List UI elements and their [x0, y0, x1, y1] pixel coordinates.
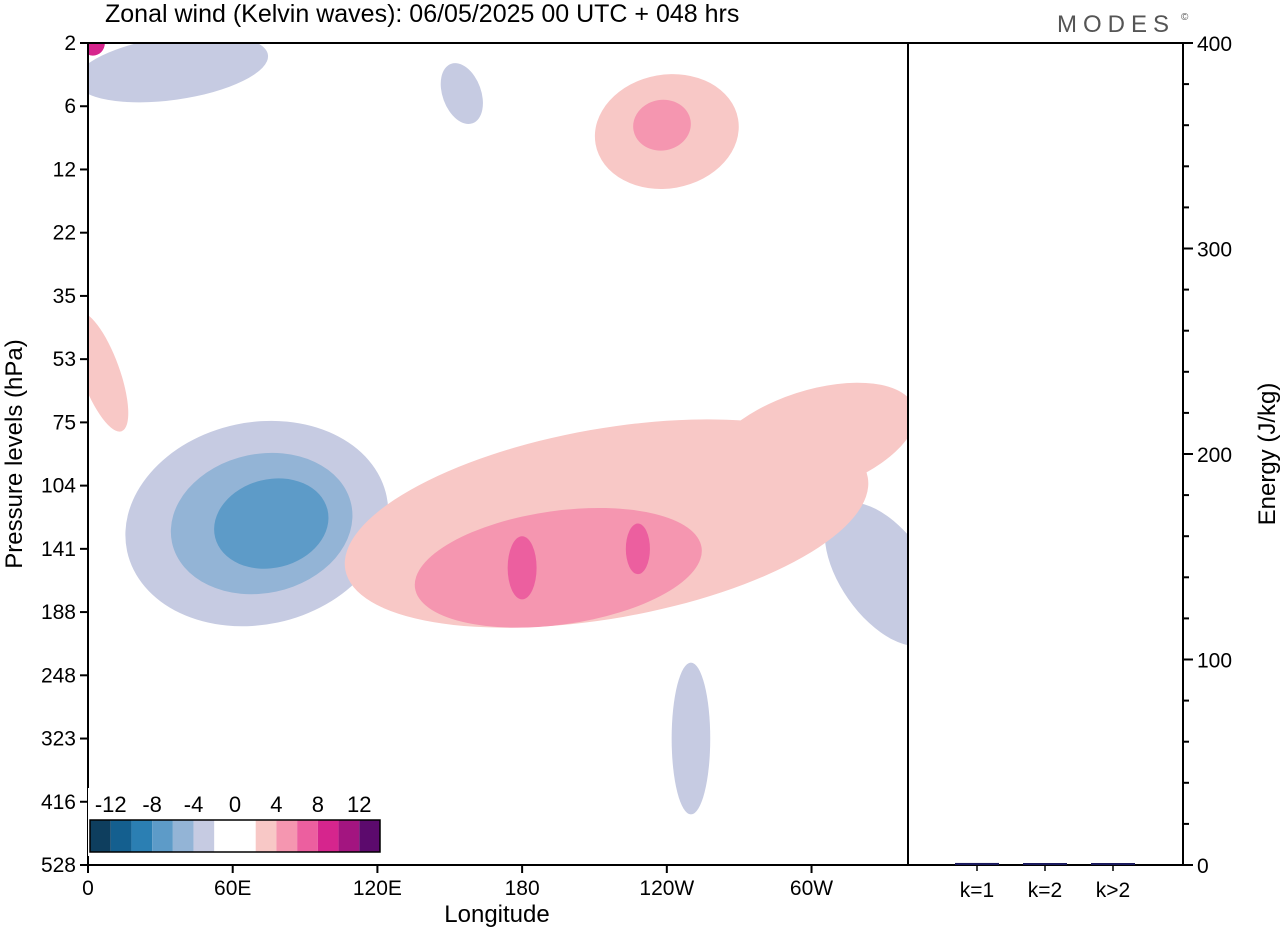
- contour-blob: [214, 478, 329, 569]
- energy-category-label: k=2: [1028, 879, 1062, 902]
- y-tick-label: 22: [53, 222, 76, 245]
- colorbar-label: 0: [229, 792, 241, 817]
- energy-bar: [1023, 863, 1067, 865]
- colorbar-swatch: [214, 820, 235, 852]
- energy-axis-label: Energy (J/kg): [1254, 383, 1280, 526]
- colorbar-label: -8: [142, 792, 162, 817]
- colorbar-swatch: [276, 820, 298, 852]
- y-tick-label: 323: [41, 728, 76, 751]
- colorbar-swatch: [359, 820, 380, 852]
- colorbar-swatch: [90, 820, 111, 852]
- energy-category-label: k=1: [960, 879, 994, 902]
- colorbar-frame: [89, 819, 381, 853]
- contour-blob: [625, 523, 650, 575]
- x-tick-label: 120E: [353, 877, 402, 900]
- colorbar-swatch: [131, 820, 153, 852]
- colorbar-label: -4: [184, 792, 204, 817]
- colorbar-swatch: [110, 820, 132, 852]
- colorbar-swatch: [317, 820, 339, 852]
- x-tick-label: 60W: [790, 877, 833, 900]
- contour-blob: [507, 536, 537, 600]
- colorbar-swatch: [152, 820, 173, 852]
- y-tick-label: 528: [41, 854, 76, 877]
- colorbar-label: 4: [270, 792, 282, 817]
- colorbar-swatch: [193, 820, 215, 852]
- colorbar-label: 8: [312, 792, 324, 817]
- y-tick-label: 141: [41, 538, 76, 561]
- colorbar-swatch: [172, 820, 194, 852]
- logo-mark: ©: [1181, 12, 1189, 23]
- energy-tick-label: 200: [1197, 444, 1232, 467]
- y-tick-label: 12: [53, 158, 76, 181]
- y-tick-label: 53: [53, 348, 76, 371]
- colorbar-label: -12: [95, 792, 127, 817]
- contour-blob: [88, 43, 269, 103]
- energy-bars: k=1 k=2 k>2: [955, 862, 1135, 902]
- energy-bar: [955, 862, 999, 865]
- energy-tick-label: 400: [1197, 33, 1232, 56]
- y-tick-label: 248: [41, 664, 76, 687]
- energy-bar: [1091, 863, 1135, 865]
- pressure-axis: 2 6 12 22 35 53 75 104 141 188 248 323 416 528: [41, 32, 88, 877]
- contour-blob: [440, 63, 483, 125]
- y-tick-label: 416: [41, 791, 76, 814]
- x-axis-label: Longitude: [444, 901, 549, 928]
- energy-plot-frame: [907, 42, 1184, 866]
- x-tick-label: 0: [82, 877, 94, 900]
- energy-tick-label: 300: [1197, 239, 1232, 262]
- colorbar-swatch: [235, 820, 256, 852]
- modes-logo: MODES: [1057, 11, 1175, 38]
- contour-blob: [633, 99, 691, 151]
- y-axis-label: Pressure levels (hPa): [1, 339, 28, 568]
- colorbar-swatch: [297, 820, 318, 852]
- contour-blob: [824, 502, 908, 646]
- wind-field: [88, 43, 908, 815]
- energy-tick-label: 100: [1197, 650, 1232, 673]
- longitude-axis: 0 60E 120E 180 120W 60W: [82, 865, 833, 900]
- contour-blob: [88, 43, 105, 56]
- chart-title: Zonal wind (Kelvin waves): 06/05/2025 00…: [105, 0, 739, 28]
- energy-category-label: k>2: [1096, 879, 1130, 902]
- y-tick-label: 35: [53, 285, 76, 308]
- energy-axis: 0 100 200 300 400: [1183, 33, 1232, 878]
- colorbar: -12 -8 -4 0 4 8 12: [88, 788, 382, 856]
- colorbar-swatch: [255, 820, 277, 852]
- y-tick-label: 75: [53, 411, 76, 434]
- x-tick-label: 60E: [214, 877, 251, 900]
- colorbar-label: 12: [347, 792, 371, 817]
- contour-blob: [707, 382, 908, 500]
- y-tick-label: 188: [41, 601, 76, 624]
- y-tick-label: 6: [64, 95, 76, 118]
- contour-blob: [671, 662, 711, 815]
- energy-tick-label: 0: [1197, 855, 1209, 878]
- y-tick-label: 104: [41, 475, 76, 498]
- y-tick-label: 2: [64, 32, 76, 55]
- contour-blob: [88, 312, 129, 432]
- x-tick-label: 120W: [639, 877, 694, 900]
- colorbar-swatch: [338, 820, 360, 852]
- x-tick-label: 180: [505, 877, 540, 900]
